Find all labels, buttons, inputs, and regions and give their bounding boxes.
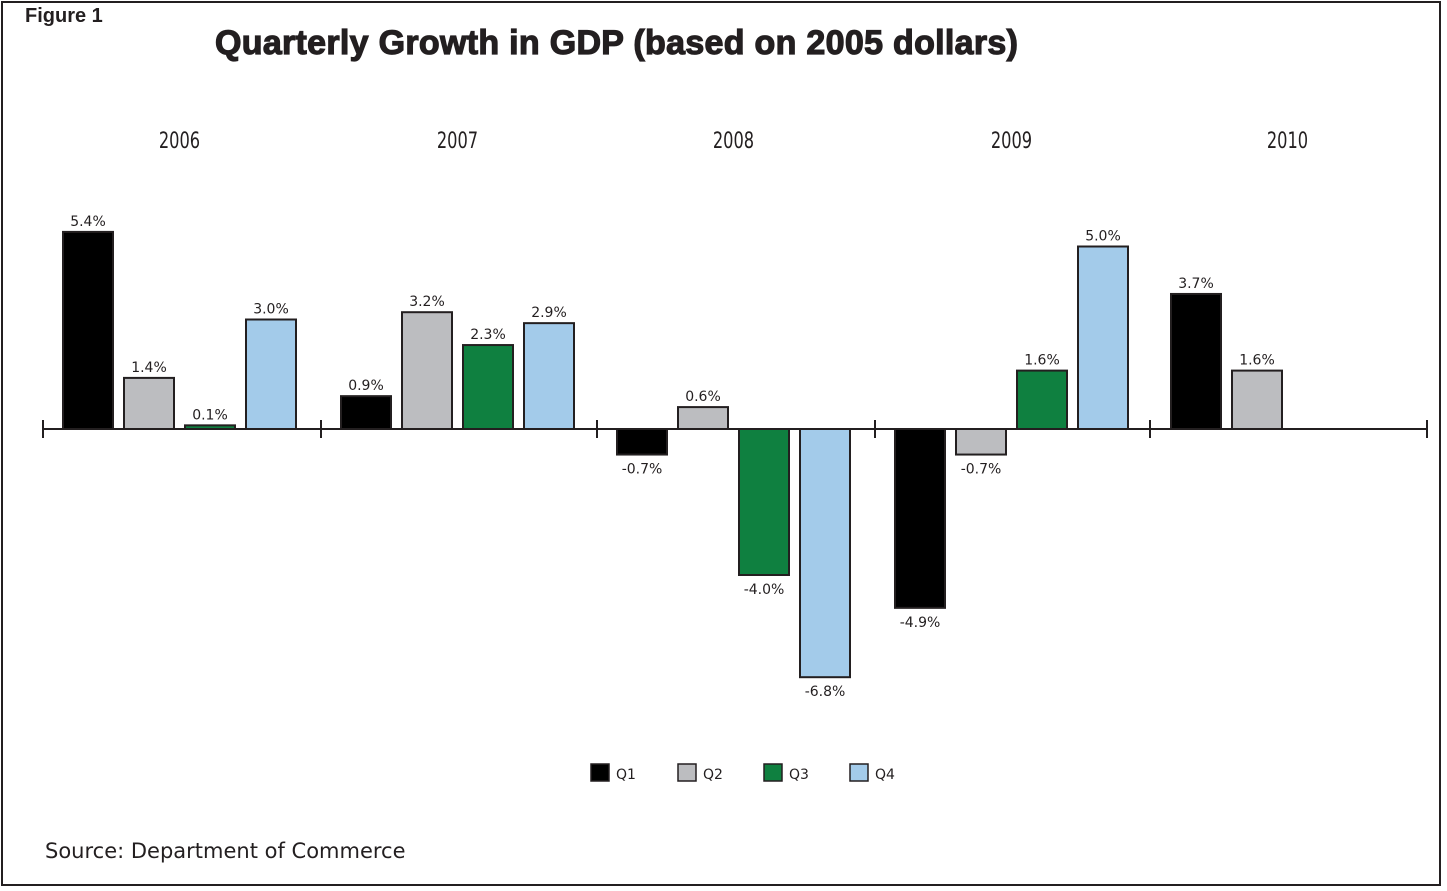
data-label-q4-2006: 3.0% (253, 302, 289, 318)
bar-q4-2007 (524, 323, 574, 429)
data-label-q3-2007: 2.3% (470, 327, 506, 343)
data-label-q3-2006: 0.1% (192, 407, 228, 423)
bar-q3-2009 (1017, 371, 1067, 429)
bar-q4-2006 (246, 320, 296, 430)
bar-q3-2006 (185, 425, 235, 429)
bar-q2-2008 (678, 407, 728, 429)
legend-label-q4: Q4 (875, 767, 895, 783)
bar-q4-2008 (800, 429, 850, 677)
data-label-q3-2008: -4.0% (744, 582, 785, 598)
legend-swatch-q3 (764, 764, 782, 781)
data-label-q4-2009: 5.0% (1085, 229, 1121, 245)
bar-q2-2010 (1232, 371, 1282, 429)
legend-label-q1: Q1 (616, 767, 636, 783)
source-note: Source: Department of Commerce (45, 839, 406, 863)
legend-label-q2: Q2 (703, 767, 723, 783)
bar-q2-2009 (956, 429, 1006, 455)
bar-q1-2007 (341, 396, 391, 429)
bar-q3-2008 (739, 429, 789, 575)
data-label-q1-2010: 3.7% (1178, 276, 1214, 292)
data-label-q1-2006: 5.4% (70, 214, 106, 230)
bar-q2-2007 (402, 312, 452, 429)
data-label-q2-2010: 1.6% (1239, 353, 1275, 369)
legend-label-q3: Q3 (789, 767, 809, 783)
bar-q3-2007 (463, 345, 513, 429)
data-label-q1-2008: -0.7% (622, 462, 663, 478)
year-label-2008: 2008 (713, 127, 754, 153)
year-label-2009: 2009 (991, 127, 1032, 153)
data-label-q1-2009: -4.9% (900, 615, 941, 631)
data-label-q2-2008: 0.6% (685, 389, 721, 405)
legend-swatch-q2 (678, 764, 696, 781)
data-label-q2-2007: 3.2% (409, 294, 445, 310)
legend-swatch-q4 (850, 764, 868, 781)
data-label-q2-2006: 1.4% (131, 360, 167, 376)
bar-q1-2010 (1171, 294, 1221, 429)
legend-swatch-q1 (591, 764, 609, 781)
data-label-q1-2007: 0.9% (348, 378, 384, 394)
data-label-q4-2007: 2.9% (531, 305, 567, 321)
data-label-q3-2009: 1.6% (1024, 353, 1060, 369)
data-label-q4-2008: -6.8% (805, 684, 846, 700)
year-label-2006: 2006 (159, 127, 200, 153)
bar-q1-2006 (63, 232, 113, 429)
year-label-2010: 2010 (1267, 127, 1308, 153)
data-label-q2-2009: -0.7% (961, 462, 1002, 478)
bar-q1-2008 (617, 429, 667, 455)
bar-q2-2006 (124, 378, 174, 429)
year-label-2007: 2007 (437, 127, 478, 153)
bar-q1-2009 (895, 429, 945, 608)
bar-q4-2009 (1078, 247, 1128, 430)
